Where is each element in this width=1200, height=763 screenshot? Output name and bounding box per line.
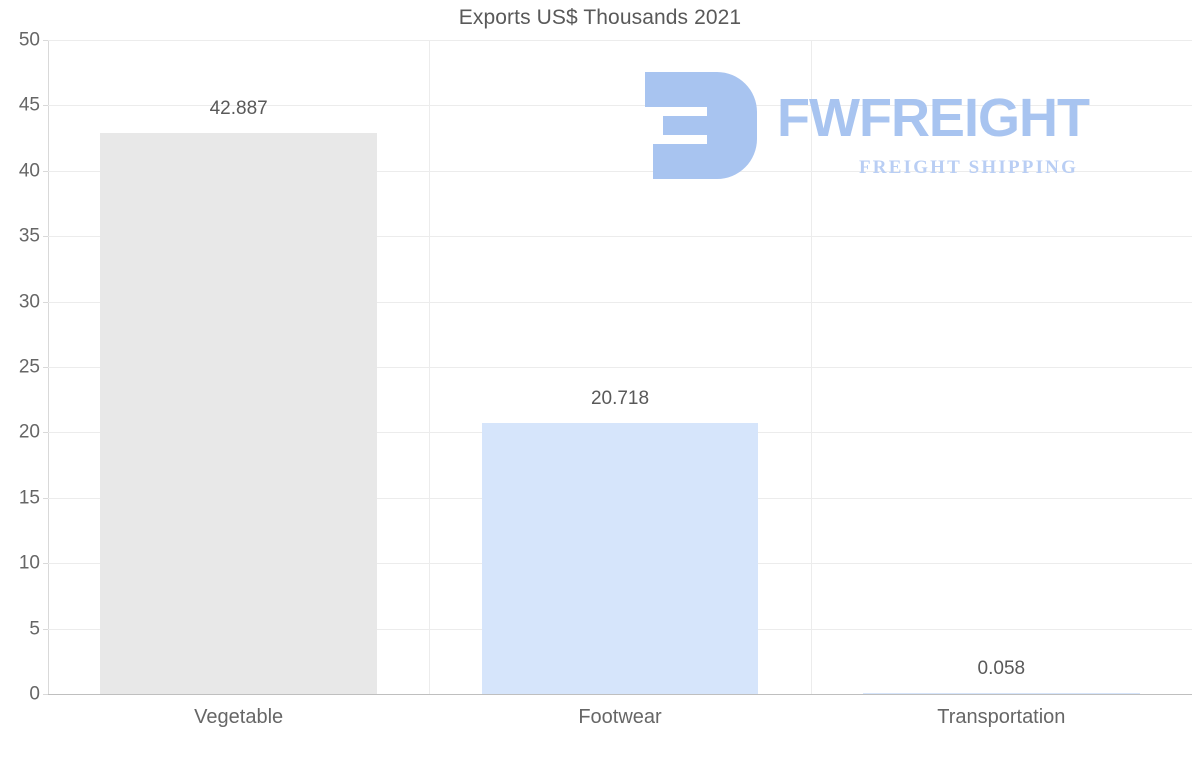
gridline-x	[429, 40, 430, 694]
y-axis-tick-mark	[43, 105, 48, 107]
bar-value-label: 20.718	[590, 388, 650, 409]
y-axis-tick-label: 25	[18, 356, 40, 378]
x-axis-line	[48, 694, 1192, 695]
y-axis-tick-mark	[43, 40, 48, 41]
gridline-y	[48, 170, 1192, 172]
bar-value-label: 42.887	[209, 98, 268, 120]
gridline-y	[48, 105, 1192, 107]
y-axis-tick-mark	[43, 170, 48, 172]
y-axis-tick-mark	[43, 236, 48, 238]
y-axis-tick-label: 5	[29, 618, 40, 640]
y-axis-tick-label: 40	[18, 160, 40, 182]
y-axis-tick-label: 45	[18, 94, 40, 116]
x-axis-label-transportation: Transportation	[937, 706, 1066, 728]
bar-vegetable[interactable]	[100, 133, 377, 694]
y-axis-tick-mark	[43, 432, 48, 434]
x-axis-label-footwear: Footwear	[578, 706, 662, 728]
gridline-y	[48, 236, 1192, 238]
y-axis-tick-label: 15	[18, 487, 40, 509]
y-axis-tick-mark	[43, 497, 48, 499]
y-axis-tick-label: 35	[18, 225, 40, 247]
bar-footwear[interactable]	[481, 423, 759, 694]
gridline-y	[48, 367, 1192, 368]
y-axis-tick-mark	[43, 628, 48, 630]
y-axis-tick-label: 30	[18, 291, 40, 313]
y-axis-tick-label: 10	[18, 552, 40, 574]
y-axis-tick-label: 50	[18, 29, 40, 51]
gridline-y	[48, 301, 1192, 303]
y-axis-tick-mark	[43, 367, 48, 368]
gridline-y	[48, 40, 1192, 41]
y-axis-tick-mark	[43, 694, 48, 695]
y-axis-tick-label: 20	[18, 421, 40, 443]
y-axis-tick-label: 0	[29, 683, 40, 705]
bar-transportation[interactable]	[863, 693, 1140, 694]
chart-title: Exports US$ Thousands 2021	[458, 6, 742, 29]
plot-area: 0 5 10 15 20 25 30 35 40 45 50 42.887 20.718 0.058	[19, 31, 1192, 704]
gridline-x	[811, 40, 812, 694]
y-axis-tick-mark	[43, 563, 48, 565]
x-axis-label-vegetable: Vegetable	[194, 706, 284, 728]
y-axis-tick-mark	[43, 301, 48, 303]
bar-value-label: 0.058	[977, 658, 1026, 680]
